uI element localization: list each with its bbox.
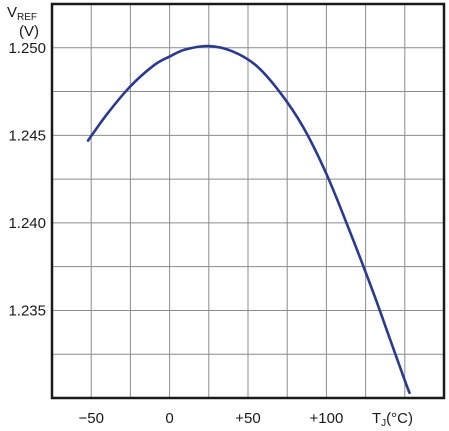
x-axis-label-sub: J <box>381 418 386 429</box>
plot-frame <box>50 2 446 400</box>
x-axis-label-unit: (°C) <box>386 410 413 427</box>
y-tick-label-0: 1.250 <box>8 40 46 57</box>
y-tick-label-1: 1.245 <box>8 127 46 144</box>
series-line-0 <box>86 44 411 395</box>
x-tick-label-3: +100 <box>310 410 344 427</box>
x-tick-label-2: +50 <box>235 410 260 427</box>
x-tick-labels: −50 0 +50 +100 <box>78 410 343 427</box>
y-axis-label-sub: REF <box>17 12 37 23</box>
y-axis-unit: (V) <box>19 23 39 40</box>
y-tick-labels: 1.250 1.245 1.240 1.235 <box>8 40 46 320</box>
x-axis-label: TJ(°C) <box>372 410 413 429</box>
x-tick-label-0: −50 <box>78 410 103 427</box>
grid <box>52 4 444 398</box>
y-axis-label: VREF <box>7 4 37 23</box>
y-tick-label-3: 1.235 <box>8 302 46 319</box>
y-axis-label-main: V <box>7 4 17 21</box>
x-axis-label-main: T <box>372 410 381 427</box>
y-tick-label-2: 1.240 <box>8 215 46 232</box>
x-tick-label-1: 0 <box>165 410 173 427</box>
series-layer <box>86 44 411 395</box>
